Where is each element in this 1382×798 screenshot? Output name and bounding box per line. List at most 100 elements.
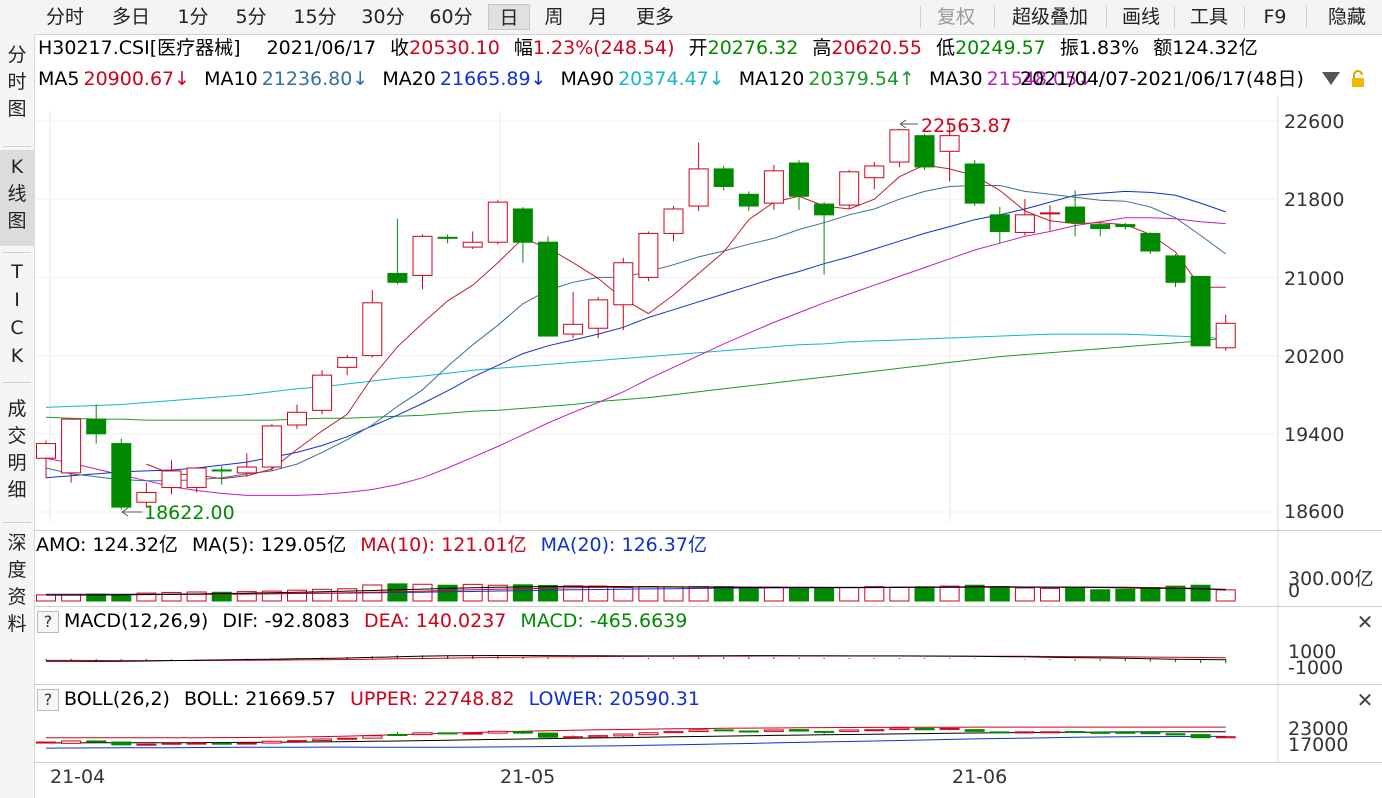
macd-header: MACD(12,26,9) DIF: -92.8083 DEA: 140.023… — [64, 609, 695, 633]
tools-button[interactable]: 工具 — [1189, 6, 1228, 28]
macd-lines — [46, 655, 1226, 662]
open-value: 20276.32 — [707, 37, 799, 59]
boll-help-button[interactable]: ? — [37, 689, 59, 711]
tab-month[interactable]: 月 — [588, 6, 608, 28]
candle — [312, 374, 333, 411]
ma90-line — [45, 333, 1226, 408]
boll-candle — [287, 740, 307, 743]
boll-candle — [61, 740, 82, 744]
tab-60min[interactable]: 60分 — [429, 6, 473, 28]
toolbar-divider — [920, 6, 921, 28]
boll-candle — [211, 742, 232, 745]
candle — [36, 443, 56, 459]
boll-close-icon[interactable]: ✕ — [1356, 688, 1374, 712]
boll-candle — [839, 729, 860, 732]
amo-axis-zero: 0 — [1288, 580, 1301, 602]
candle — [1090, 224, 1111, 230]
candle — [111, 443, 132, 508]
close-value: 20530.10 — [409, 37, 500, 59]
amt-label: 额 — [1153, 37, 1173, 59]
boll-candle — [1215, 736, 1236, 739]
range-dropdown-icon[interactable] — [1322, 72, 1340, 85]
boll-candle — [487, 730, 508, 734]
sidebar-divider — [3, 522, 31, 523]
x-label: 21-05 — [500, 766, 556, 788]
tab-5min[interactable]: 5分 — [235, 6, 267, 28]
tab-fenshi[interactable]: 分时 — [45, 6, 84, 28]
high-annotation-arrow — [899, 119, 907, 129]
sidebar-depth-info[interactable]: 深 度 资 料 — [0, 530, 34, 638]
amt-value: 124.32亿 — [1172, 37, 1258, 59]
tab-day[interactable]: 日 — [488, 4, 530, 30]
boll-candle — [1040, 731, 1060, 734]
tab-1min[interactable]: 1分 — [177, 6, 209, 28]
boll-candle — [789, 729, 809, 732]
candle — [663, 208, 684, 234]
low-value: 20249.57 — [955, 37, 1046, 59]
kline-chart[interactable]: 22563.87 18622.00 — [0, 95, 1382, 798]
volume-bar — [939, 585, 960, 602]
macd-help-button[interactable]: ? — [37, 611, 59, 633]
boll-candle — [236, 742, 257, 745]
candle — [287, 411, 307, 426]
volume-bar — [789, 587, 809, 602]
sidebar-tick[interactable]: T I C K — [0, 258, 34, 370]
quote-info-bar: H30217.CSI[医疗器械] 2021/06/17 收20530.10 幅1… — [38, 36, 1266, 60]
sidebar-char: 深 — [7, 532, 27, 554]
amo-title: AMO: 124.32亿 — [36, 534, 178, 556]
ma5-value: 20900.67↓ — [83, 68, 191, 90]
ma20-label: MA20 — [382, 68, 436, 90]
f9-button[interactable]: F9 — [1263, 6, 1287, 28]
boll-candle — [613, 733, 634, 737]
sidebar-char: 料 — [7, 613, 27, 635]
candle — [914, 135, 935, 168]
toolbar-divider — [994, 6, 995, 28]
overlay-button[interactable]: 超级叠加 — [1011, 6, 1088, 28]
draw-line-button[interactable]: 画线 — [1121, 6, 1160, 28]
volume-bar — [1014, 587, 1035, 602]
volume-bar — [161, 591, 182, 602]
volume-bar — [989, 586, 1010, 602]
boll-candle — [261, 740, 282, 744]
volume-bar — [1065, 587, 1086, 602]
volume-bar — [312, 588, 333, 602]
amo-header: AMO: 124.32亿 MA(5): 129.05亿 MA(10): 121.… — [36, 533, 715, 557]
sidebar-fenshi[interactable]: 分 时 图 — [0, 42, 34, 123]
tab-week[interactable]: 周 — [544, 6, 564, 28]
volume-bar — [136, 592, 157, 602]
amp-label: 振 — [1059, 37, 1079, 59]
volume-bar — [738, 587, 759, 602]
sidebar-trade-detail[interactable]: 成 交 明 细 — [0, 396, 34, 504]
tab-15min[interactable]: 15分 — [293, 6, 337, 28]
tab-multi-day[interactable]: 多日 — [111, 6, 150, 28]
macd-close-icon[interactable]: ✕ — [1356, 610, 1374, 634]
boll-candle — [412, 732, 433, 736]
sidebar-char: C — [10, 317, 24, 339]
chg-value: 1.23%(248.54) — [532, 37, 675, 59]
volume-bar — [1040, 587, 1060, 602]
ma30-label: MA30 — [929, 68, 983, 90]
tab-more[interactable]: 更多 — [635, 6, 674, 28]
volume-ma-lines — [46, 585, 1226, 596]
security-name: H30217.CSI[医疗器械] — [38, 37, 241, 59]
ma-info-bar: MA5 20900.67↓ MA10 21236.80↓ MA20 21665.89↓… — [38, 67, 1101, 91]
x-label: 21-04 — [50, 766, 106, 788]
candle — [337, 357, 358, 368]
boll-candle — [1014, 731, 1035, 734]
tab-30min[interactable]: 30分 — [361, 6, 405, 28]
boll-candle — [939, 727, 960, 730]
volume-bar — [713, 586, 734, 602]
ma5-line — [146, 164, 1226, 480]
x-label: 21-06 — [952, 766, 1008, 788]
volume-bar — [437, 584, 458, 602]
hide-button[interactable]: 隐藏 — [1327, 6, 1366, 28]
sidebar-kline[interactable]: K 线 图 — [0, 150, 34, 246]
candle — [939, 135, 960, 152]
macd-dea: DEA: 140.0237 — [363, 610, 507, 632]
fuquan-button[interactable]: 复权 — [936, 6, 975, 28]
candle — [61, 418, 82, 474]
candle — [563, 323, 584, 335]
boll-candle — [1090, 731, 1111, 734]
lock-icon[interactable] — [1350, 70, 1366, 88]
candle — [613, 262, 634, 306]
